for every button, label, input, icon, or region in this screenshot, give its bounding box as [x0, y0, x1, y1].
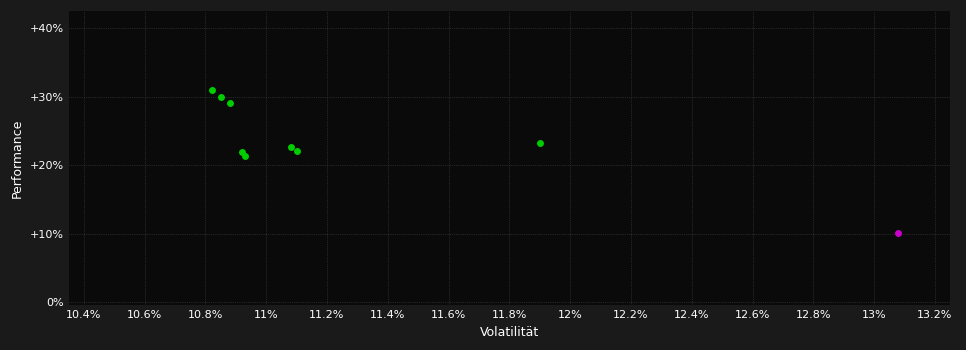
Point	[213, 94, 228, 99]
Point	[204, 87, 219, 93]
Point	[289, 148, 304, 154]
Point	[234, 149, 249, 155]
Point	[532, 140, 548, 146]
Point	[283, 145, 298, 150]
Point	[891, 230, 906, 236]
Y-axis label: Performance: Performance	[12, 119, 24, 198]
X-axis label: Volatilität: Volatilität	[480, 326, 539, 339]
Point	[222, 100, 238, 106]
Point	[238, 153, 253, 158]
